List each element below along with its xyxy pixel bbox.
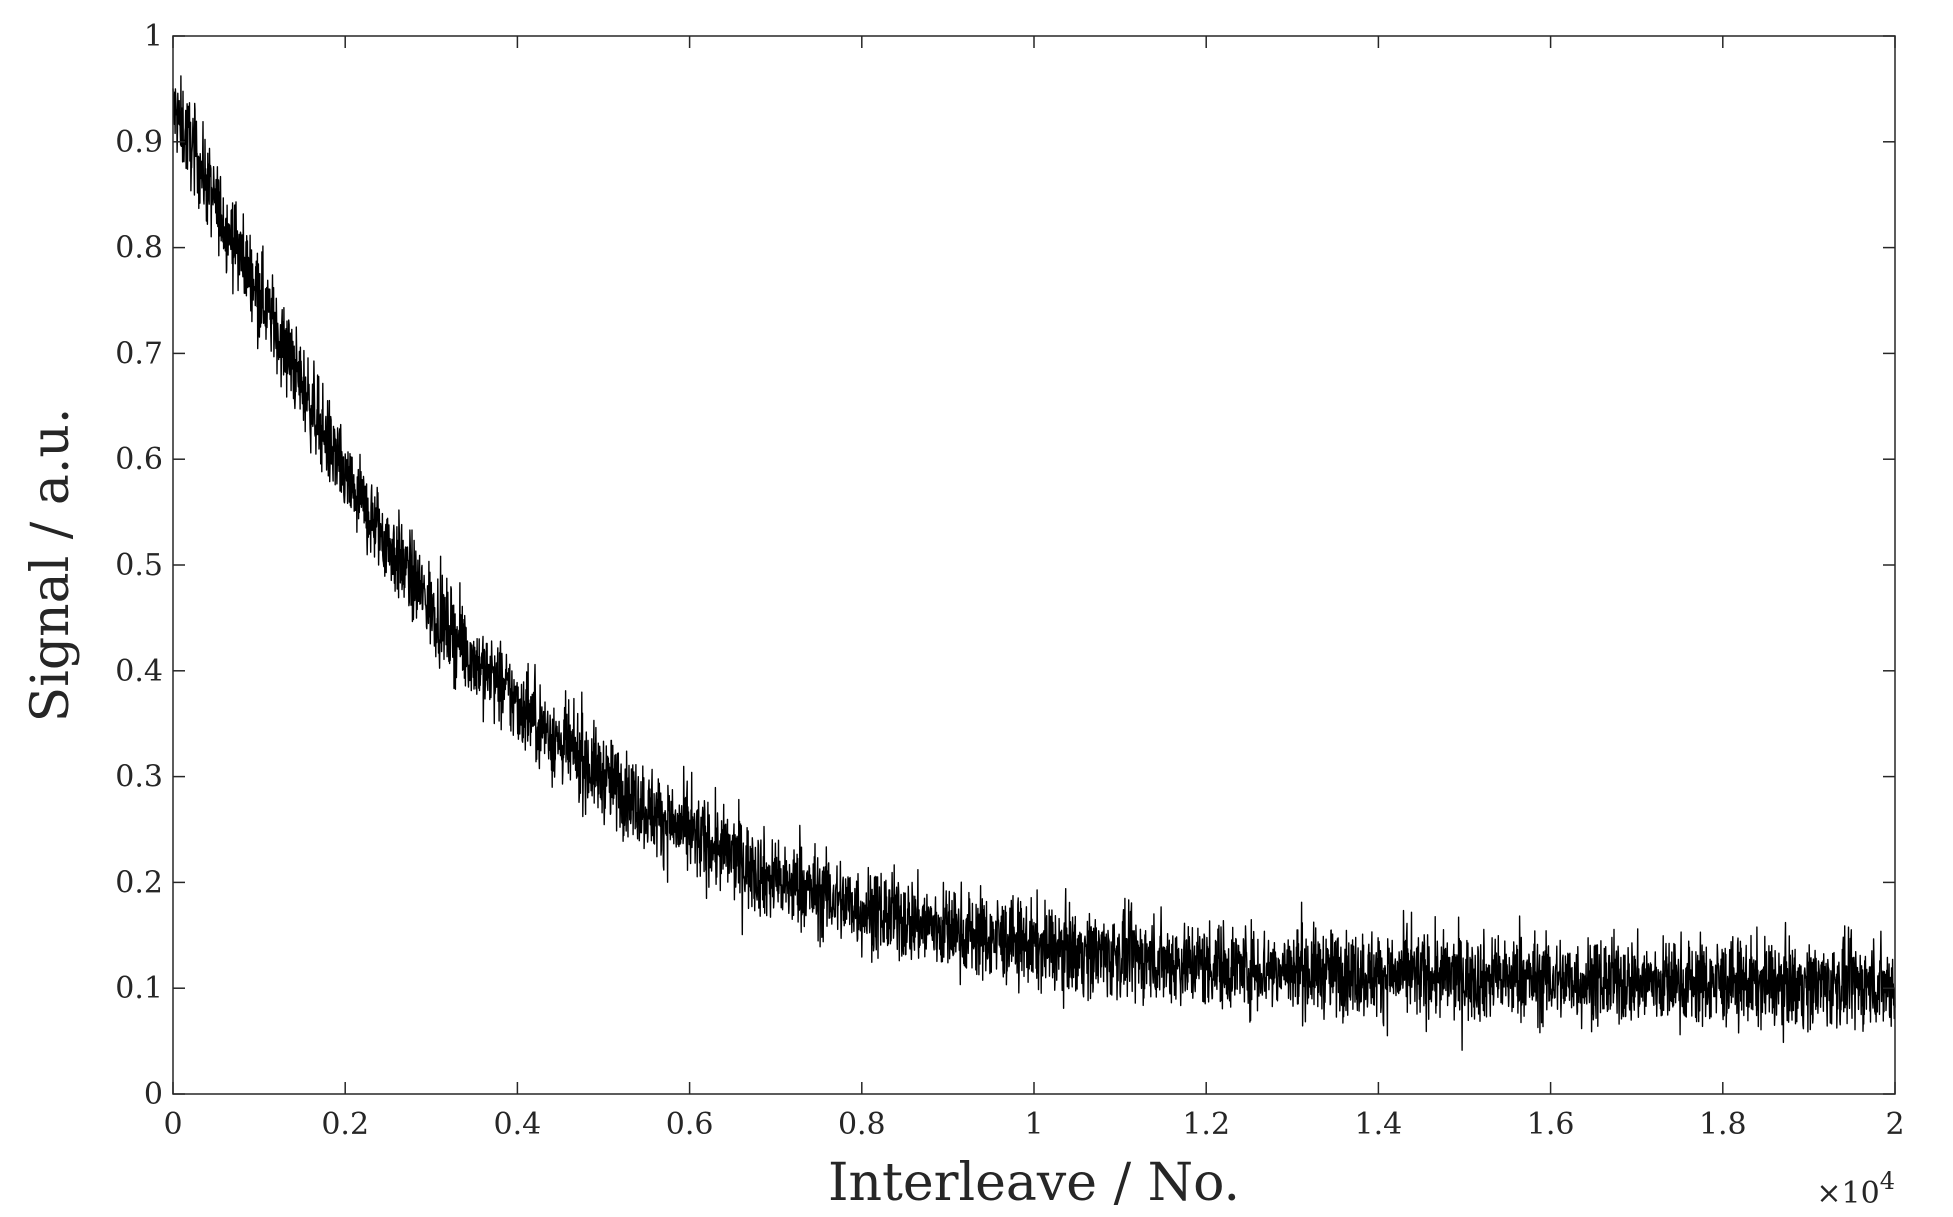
x-axis-label: Interleave / No. — [828, 1153, 1240, 1212]
y-tick-label: 1 — [144, 19, 163, 54]
y-tick-label: 0.1 — [115, 971, 163, 1006]
x-tick-label: 0 — [163, 1107, 182, 1142]
x-tick-label: 1.2 — [1182, 1107, 1230, 1142]
y-axis: 0 0.1 0.2 0.3 0.4 0.5 0.6 0.7 0.8 0.9 1 — [115, 19, 1895, 1112]
y-tick-label: 0.2 — [115, 865, 163, 900]
x-tick-label: 0.4 — [494, 1107, 542, 1142]
y-tick-label: 0.6 — [115, 442, 163, 477]
plot-area — [172, 75, 1896, 1051]
y-tick-label: 0 — [144, 1077, 163, 1112]
y-tick-label: 0.5 — [115, 548, 163, 583]
series-line — [172, 75, 1896, 1051]
x-axis-exponent-power: 4 — [1880, 1167, 1895, 1195]
x-tick-label: 0.6 — [666, 1107, 714, 1142]
x-axis-exponent: ×104 — [1816, 1167, 1895, 1211]
y-tick-label: 0.9 — [115, 125, 163, 160]
x-tick-label: 1.6 — [1527, 1107, 1575, 1142]
x-axis: 0 0.2 0.4 0.6 0.8 1 1.2 1.4 1.6 1.8 2 — [163, 36, 1905, 1142]
x-tick-label: 1 — [1024, 1107, 1043, 1142]
y-tick-label: 0.7 — [115, 336, 163, 371]
x-tick-label: 0.2 — [321, 1107, 369, 1142]
x-tick-label: 1.8 — [1699, 1107, 1747, 1142]
x-tick-label: 2 — [1885, 1107, 1904, 1142]
y-tick-label: 0.3 — [115, 760, 163, 795]
x-axis-exponent-base: ×10 — [1816, 1176, 1879, 1211]
y-axis-label: Signal / a.u. — [21, 408, 81, 723]
x-tick-label: 1.4 — [1355, 1107, 1403, 1142]
y-tick-label: 0.8 — [115, 231, 163, 266]
y-tick-label: 0.4 — [115, 654, 163, 689]
x-tick-label: 0.8 — [838, 1107, 886, 1142]
